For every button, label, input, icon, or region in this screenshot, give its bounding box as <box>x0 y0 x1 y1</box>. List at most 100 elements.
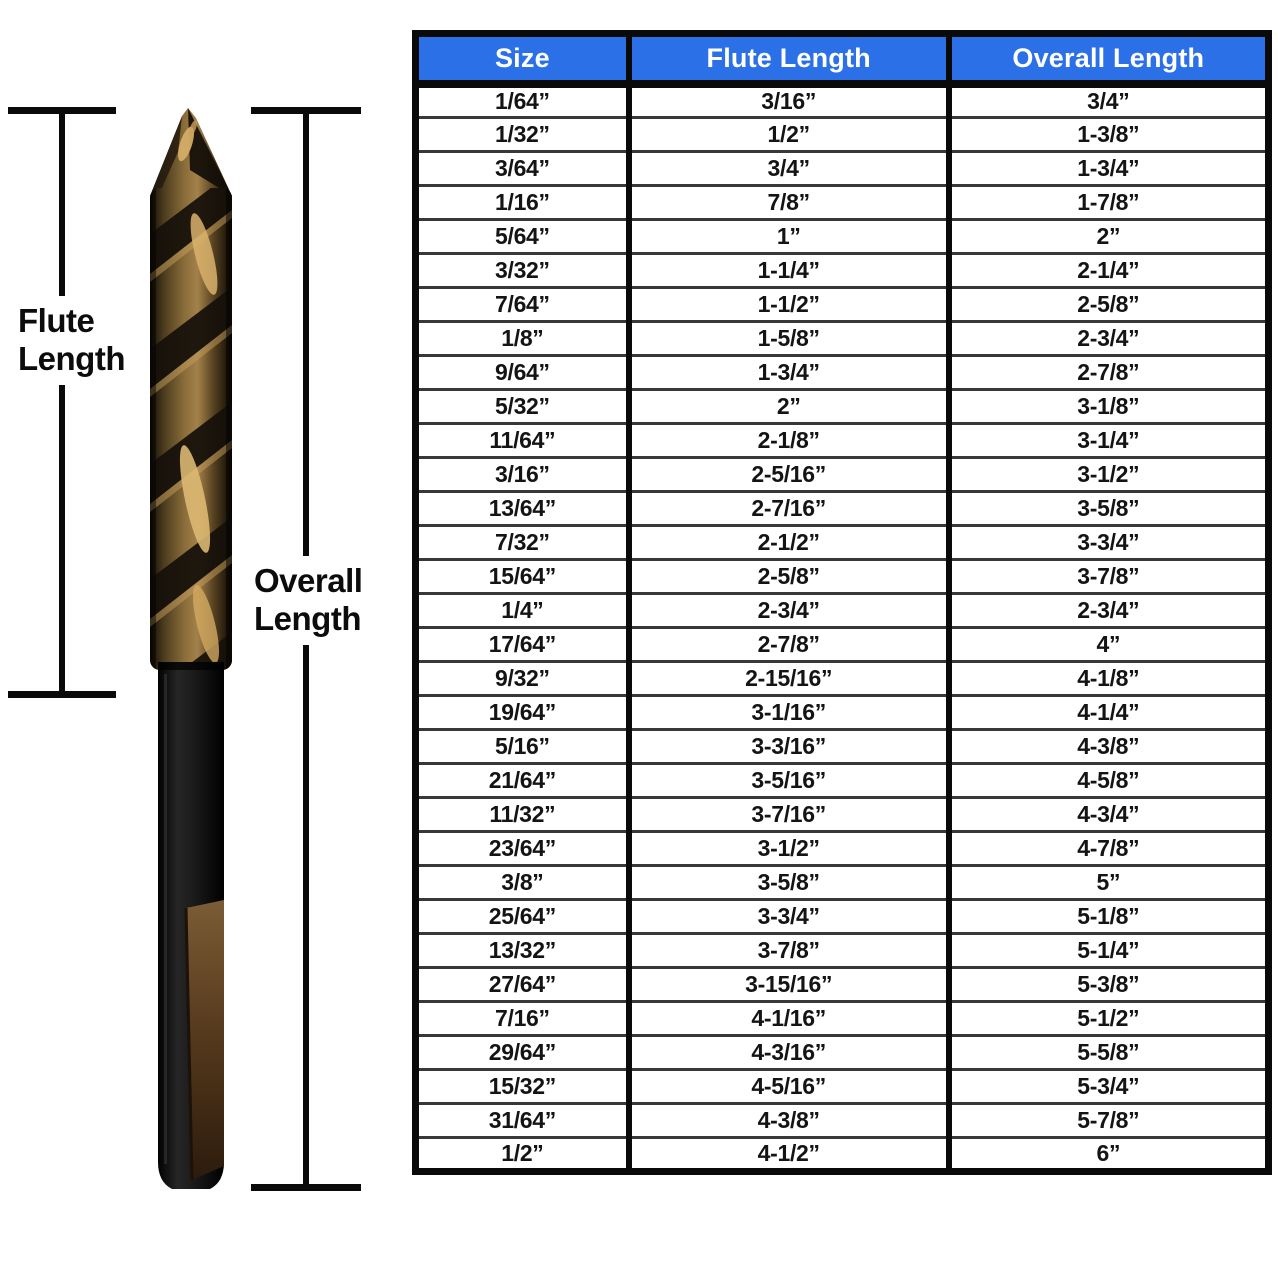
table-row: 29/64” 4-3/16” 5-5/8” <box>412 1034 1272 1070</box>
header-row: Size Flute Length Overall Length <box>412 30 1272 88</box>
size-cell: 1/8” <box>412 320 632 356</box>
drill-bit-image <box>150 108 232 1189</box>
flute-length-line <box>59 110 65 698</box>
size-cell: 3/16” <box>412 456 632 492</box>
col-header-flute-length: Flute Length <box>625 30 952 88</box>
flute-length-cell: 2” <box>625 388 952 424</box>
size-cell: 3/32” <box>412 252 632 288</box>
overall-length-line <box>303 110 309 1188</box>
overall-length-cell: 2-7/8” <box>945 354 1272 390</box>
size-cell: 7/32” <box>412 524 632 560</box>
size-cell: 5/16” <box>412 728 632 764</box>
overall-length-label: Overall Length <box>250 556 367 645</box>
flute-length-cell: 2-7/16” <box>625 490 952 526</box>
table-row: 7/64” 1-1/2” 2-5/8” <box>412 286 1272 322</box>
flute-length-cell: 2-5/8” <box>625 558 952 594</box>
table-row: 31/64” 4-3/8” 5-7/8” <box>412 1102 1272 1138</box>
flute-length-cell: 1” <box>625 218 952 254</box>
table-row: 1/32” 1/2” 1-3/8” <box>412 116 1272 152</box>
flute-length-cell: 3-1/16” <box>625 694 952 730</box>
size-cell: 7/64” <box>412 286 632 322</box>
flute-length-cell: 7/8” <box>625 184 952 220</box>
table-row: 1/16” 7/8” 1-7/8” <box>412 184 1272 220</box>
size-cell: 31/64” <box>412 1102 632 1138</box>
flute-length-cell: 2-1/8” <box>625 422 952 458</box>
overall-length-cell: 6” <box>945 1136 1272 1172</box>
overall-length-cell: 5-3/4” <box>945 1068 1272 1104</box>
drill-point <box>150 108 232 196</box>
overall-length-cell: 2-5/8” <box>945 286 1272 322</box>
size-cell: 15/64” <box>412 558 632 594</box>
size-cell: 9/32” <box>412 660 632 696</box>
overall-length-cell: 5-3/8” <box>945 966 1272 1002</box>
size-cell: 3/64” <box>412 150 632 186</box>
flute-length-cell: 3/4” <box>625 150 952 186</box>
overall-length-cell: 5-1/8” <box>945 898 1272 934</box>
overall-length-cell: 4-1/8” <box>945 660 1272 696</box>
table-row: 19/64” 3-1/16” 4-1/4” <box>412 694 1272 730</box>
table-row: 3/64” 3/4” 1-3/4” <box>412 150 1272 186</box>
size-cell: 21/64” <box>412 762 632 798</box>
overall-length-cell: 3-1/2” <box>945 456 1272 492</box>
size-cell: 29/64” <box>412 1034 632 1070</box>
table-row: 7/16” 4-1/16” 5-1/2” <box>412 1000 1272 1036</box>
overall-length-cell: 4-5/8” <box>945 762 1272 798</box>
overall-length-cell: 5-1/4” <box>945 932 1272 968</box>
table-row: 15/64” 2-5/8” 3-7/8” <box>412 558 1272 594</box>
overall-length-cell: 3-1/8” <box>945 388 1272 424</box>
overall-length-bottom-tick <box>251 1184 361 1191</box>
overall-length-cell: 2-3/4” <box>945 320 1272 356</box>
flute-length-cell: 1-5/8” <box>625 320 952 356</box>
size-cell: 15/32” <box>412 1068 632 1104</box>
size-cell: 5/64” <box>412 218 632 254</box>
size-cell: 17/64” <box>412 626 632 662</box>
flute-length-cell: 4-5/16” <box>625 1068 952 1104</box>
size-cell: 1/32” <box>412 116 632 152</box>
flute-length-cell: 3-7/8” <box>625 932 952 968</box>
flute-length-cell: 3-3/16” <box>625 728 952 764</box>
flute-length-cell: 1/2” <box>625 116 952 152</box>
flute-length-cell: 4-3/16” <box>625 1034 952 1070</box>
overall-length-cell: 5-1/2” <box>945 1000 1272 1036</box>
overall-length-cell: 1-3/8” <box>945 116 1272 152</box>
overall-length-cell: 2-1/4” <box>945 252 1272 288</box>
overall-length-cell: 4-3/4” <box>945 796 1272 832</box>
table-row: 5/64” 1” 2” <box>412 218 1272 254</box>
size-cell: 5/32” <box>412 388 632 424</box>
size-cell: 9/64” <box>412 354 632 390</box>
table-row: 1/8” 1-5/8” 2-3/4” <box>412 320 1272 356</box>
overall-length-cell: 3-1/4” <box>945 422 1272 458</box>
table-row: 5/32” 2” 3-1/8” <box>412 388 1272 424</box>
overall-length-cell: 5-7/8” <box>945 1102 1272 1138</box>
overall-length-cell: 4” <box>945 626 1272 662</box>
size-cell: 19/64” <box>412 694 632 730</box>
size-cell: 1/16” <box>412 184 632 220</box>
flute-length-cell: 3-1/2” <box>625 830 952 866</box>
size-cell: 11/32” <box>412 796 632 832</box>
size-cell: 25/64” <box>412 898 632 934</box>
table-row: 17/64” 2-7/8” 4” <box>412 626 1272 662</box>
size-chart-table: Size Flute Length Overall Length 1/64” 3… <box>412 30 1272 1175</box>
table-row: 13/32” 3-7/8” 5-1/4” <box>412 932 1272 968</box>
table-row: 9/64” 1-3/4” 2-7/8” <box>412 354 1272 390</box>
overall-length-cell: 5” <box>945 864 1272 900</box>
overall-length-cell: 2-3/4” <box>945 592 1272 628</box>
overall-length-cell: 3-7/8” <box>945 558 1272 594</box>
flute-length-cell: 4-1/16” <box>625 1000 952 1036</box>
size-cell: 13/64” <box>412 490 632 526</box>
size-chart-body: 1/64” 3/16” 3/4” 1/32” 1/2” 1-3/8” 3/64”… <box>412 82 1272 1172</box>
flute-length-cell: 4-3/8” <box>625 1102 952 1138</box>
overall-length-cell: 4-1/4” <box>945 694 1272 730</box>
col-header-overall-length: Overall Length <box>945 30 1272 88</box>
table-row: 11/64” 2-1/8” 3-1/4” <box>412 422 1272 458</box>
table-row: 25/64” 3-3/4” 5-1/8” <box>412 898 1272 934</box>
table-row: 23/64” 3-1/2” 4-7/8” <box>412 830 1272 866</box>
drill-flutes <box>150 188 232 670</box>
table-row: 27/64” 3-15/16” 5-3/8” <box>412 966 1272 1002</box>
table-row: 1/64” 3/16” 3/4” <box>412 82 1272 118</box>
table-row: 7/32” 2-1/2” 3-3/4” <box>412 524 1272 560</box>
table-row: 1/2” 4-1/2” 6” <box>412 1136 1272 1172</box>
table-row: 21/64” 3-5/16” 4-5/8” <box>412 762 1272 798</box>
flute-length-bottom-tick <box>8 691 116 698</box>
flute-length-cell: 4-1/2” <box>625 1136 952 1172</box>
